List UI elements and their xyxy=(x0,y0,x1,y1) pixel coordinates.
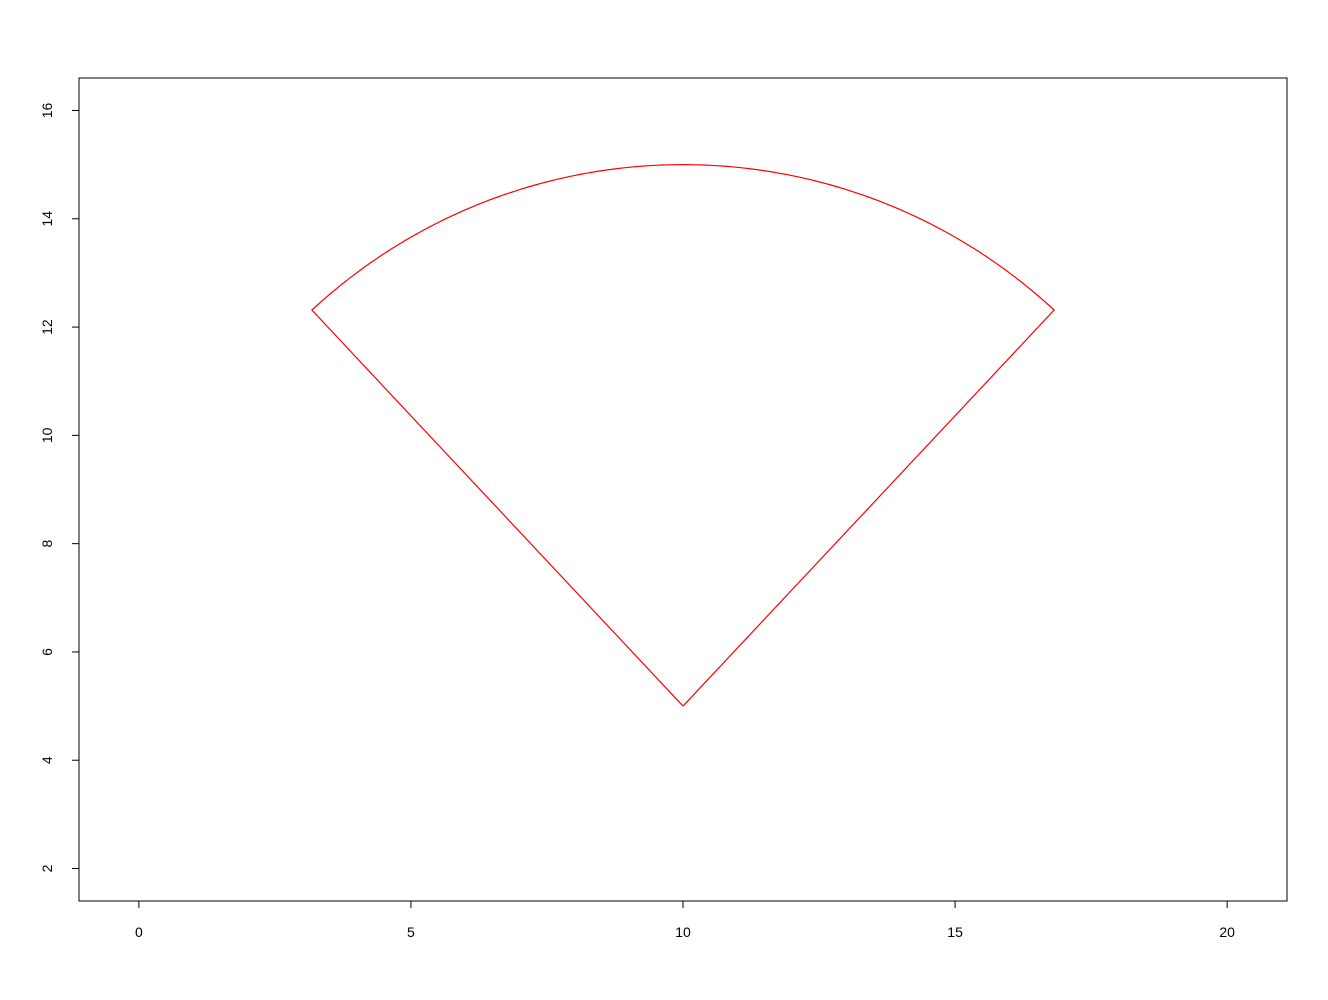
y-tick-label: 4 xyxy=(39,756,55,764)
x-tick-label: 10 xyxy=(675,924,691,940)
y-tick-label: 16 xyxy=(39,102,55,118)
plot-frame xyxy=(78,77,1288,902)
x-tick-label: 0 xyxy=(135,924,143,940)
x-tick-label: 20 xyxy=(1219,924,1235,940)
y-tick-label: 14 xyxy=(39,211,55,227)
x-axis: 0 5 10 15 20 xyxy=(135,900,1235,940)
sector-outline xyxy=(311,164,1055,707)
series-layer xyxy=(311,164,1055,707)
x-tick-label: 15 xyxy=(947,924,963,940)
y-tick-label: 10 xyxy=(39,427,55,443)
y-tick-label: 2 xyxy=(39,864,55,872)
y-tick-label: 8 xyxy=(39,540,55,548)
y-tick-label: 6 xyxy=(39,648,55,656)
y-tick-label: 12 xyxy=(39,319,55,335)
x-tick-label: 5 xyxy=(407,924,415,940)
y-axis: 2 4 6 8 10 12 14 16 xyxy=(39,102,80,872)
